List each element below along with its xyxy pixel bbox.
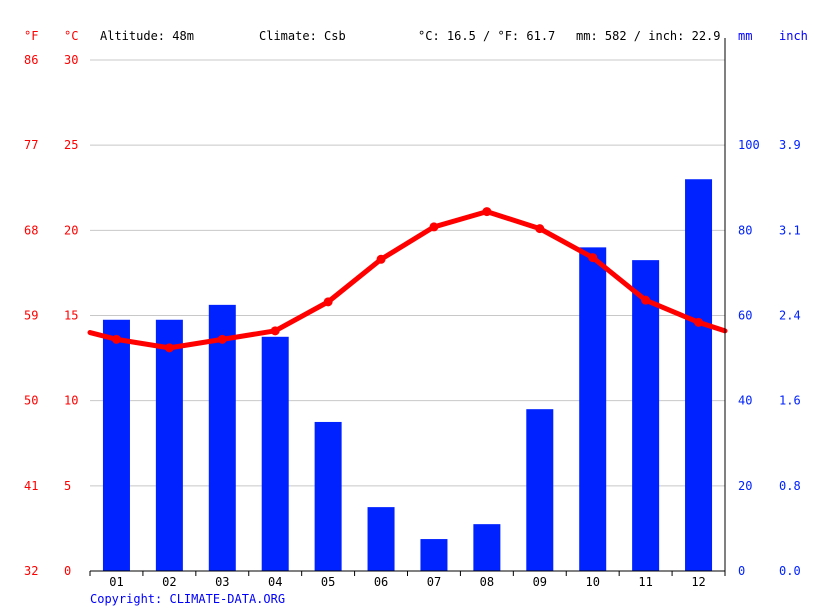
month-tick-label: 08: [480, 575, 494, 589]
temperature-line: [87, 207, 728, 353]
celsius-tick-label: 10: [64, 394, 78, 408]
temperature-point: [323, 297, 333, 307]
precipitation-bar: [208, 304, 236, 571]
inch-tick-label: 3.1: [779, 223, 801, 237]
temperature-point: [111, 334, 121, 344]
precipitation-bar: [420, 539, 448, 571]
mm-tick-label: 40: [738, 394, 752, 408]
inch-unit-label: inch: [779, 29, 808, 43]
mm-tick-label: 80: [738, 223, 752, 237]
fahrenheit-tick-label: 86: [24, 53, 38, 67]
precipitation-bar: [155, 319, 183, 571]
inch-tick-label: 0.8: [779, 479, 801, 493]
climate-label: Climate: Csb: [259, 29, 346, 43]
temperature-point: [641, 295, 651, 305]
precipitation-bar: [526, 409, 554, 571]
average-temperature-label: °C: 16.5 / °F: 61.7: [418, 29, 556, 43]
precipitation-bar: [367, 507, 395, 571]
precipitation-bars: [102, 179, 713, 571]
precipitation-bar: [102, 319, 130, 571]
month-tick-label: 02: [162, 575, 176, 589]
inch-tick-label: 1.6: [779, 394, 801, 408]
month-tick-label: 11: [638, 575, 652, 589]
fahrenheit-tick-label: 68: [24, 223, 38, 237]
inch-tick-label: 0.0: [779, 564, 801, 578]
temperature-point: [164, 343, 174, 353]
month-tick-label: 10: [585, 575, 599, 589]
copyright-label: Copyright: CLIMATE-DATA.ORG: [90, 592, 286, 606]
temperature-point: [482, 207, 492, 217]
annual-precipitation-label: mm: 582 / inch: 22.9: [576, 29, 721, 43]
temperature-point: [376, 254, 386, 264]
precipitation-bar: [314, 421, 342, 571]
temperature-point: [429, 222, 439, 232]
precipitation-bar: [632, 260, 660, 571]
mm-tick-label: 60: [738, 309, 752, 323]
mm-tick-label: 0: [738, 564, 745, 578]
altitude-label: Altitude: 48m: [100, 29, 194, 43]
celsius-tick-label: 20: [64, 223, 78, 237]
precipitation-bar: [473, 524, 501, 571]
axes-layer: 0 32 5 41 10 50 15 59 20 68 25 77 30 86 0 0.0 20 0.8 40 1.6…: [24, 38, 801, 589]
month-tick-label: 03: [215, 575, 229, 589]
celsius-tick-label: 5: [64, 479, 71, 493]
inch-tick-label: 3.9: [779, 138, 801, 152]
fahrenheit-tick-label: 50: [24, 394, 38, 408]
celsius-tick-label: 0: [64, 564, 71, 578]
celsius-tick-label: 25: [64, 138, 78, 152]
inch-tick-label: 2.4: [779, 309, 801, 323]
celsius-tick-label: 30: [64, 53, 78, 67]
fahrenheit-tick-label: 32: [24, 564, 38, 578]
mm-unit-label: mm: [738, 29, 753, 43]
mm-tick-label: 100: [738, 138, 760, 152]
month-tick-label: 05: [321, 575, 335, 589]
month-tick-label: 07: [427, 575, 441, 589]
temperature-point: [270, 326, 280, 336]
celsius-unit-label: °C: [64, 29, 79, 43]
temperature-line-path: [87, 209, 728, 351]
fahrenheit-tick-label: 77: [24, 138, 38, 152]
precipitation-bar: [685, 179, 713, 571]
celsius-tick-label: 15: [64, 309, 78, 323]
precipitation-bar: [579, 247, 607, 571]
temperature-point: [535, 224, 545, 234]
fahrenheit-tick-label: 59: [24, 309, 38, 323]
temperature-point: [588, 253, 598, 263]
fahrenheit-unit-label: °F: [24, 29, 39, 43]
temperature-point: [217, 334, 227, 344]
month-tick-label: 06: [374, 575, 388, 589]
month-tick-label: 09: [533, 575, 547, 589]
grid-layer: [90, 59, 725, 487]
month-tick-label: 12: [691, 575, 705, 589]
month-tick-label: 01: [109, 575, 123, 589]
precipitation-bar: [261, 336, 289, 571]
temperature-point: [694, 317, 704, 327]
month-tick-label: 04: [268, 575, 282, 589]
fahrenheit-tick-label: 41: [24, 479, 38, 493]
mm-tick-label: 20: [738, 479, 752, 493]
